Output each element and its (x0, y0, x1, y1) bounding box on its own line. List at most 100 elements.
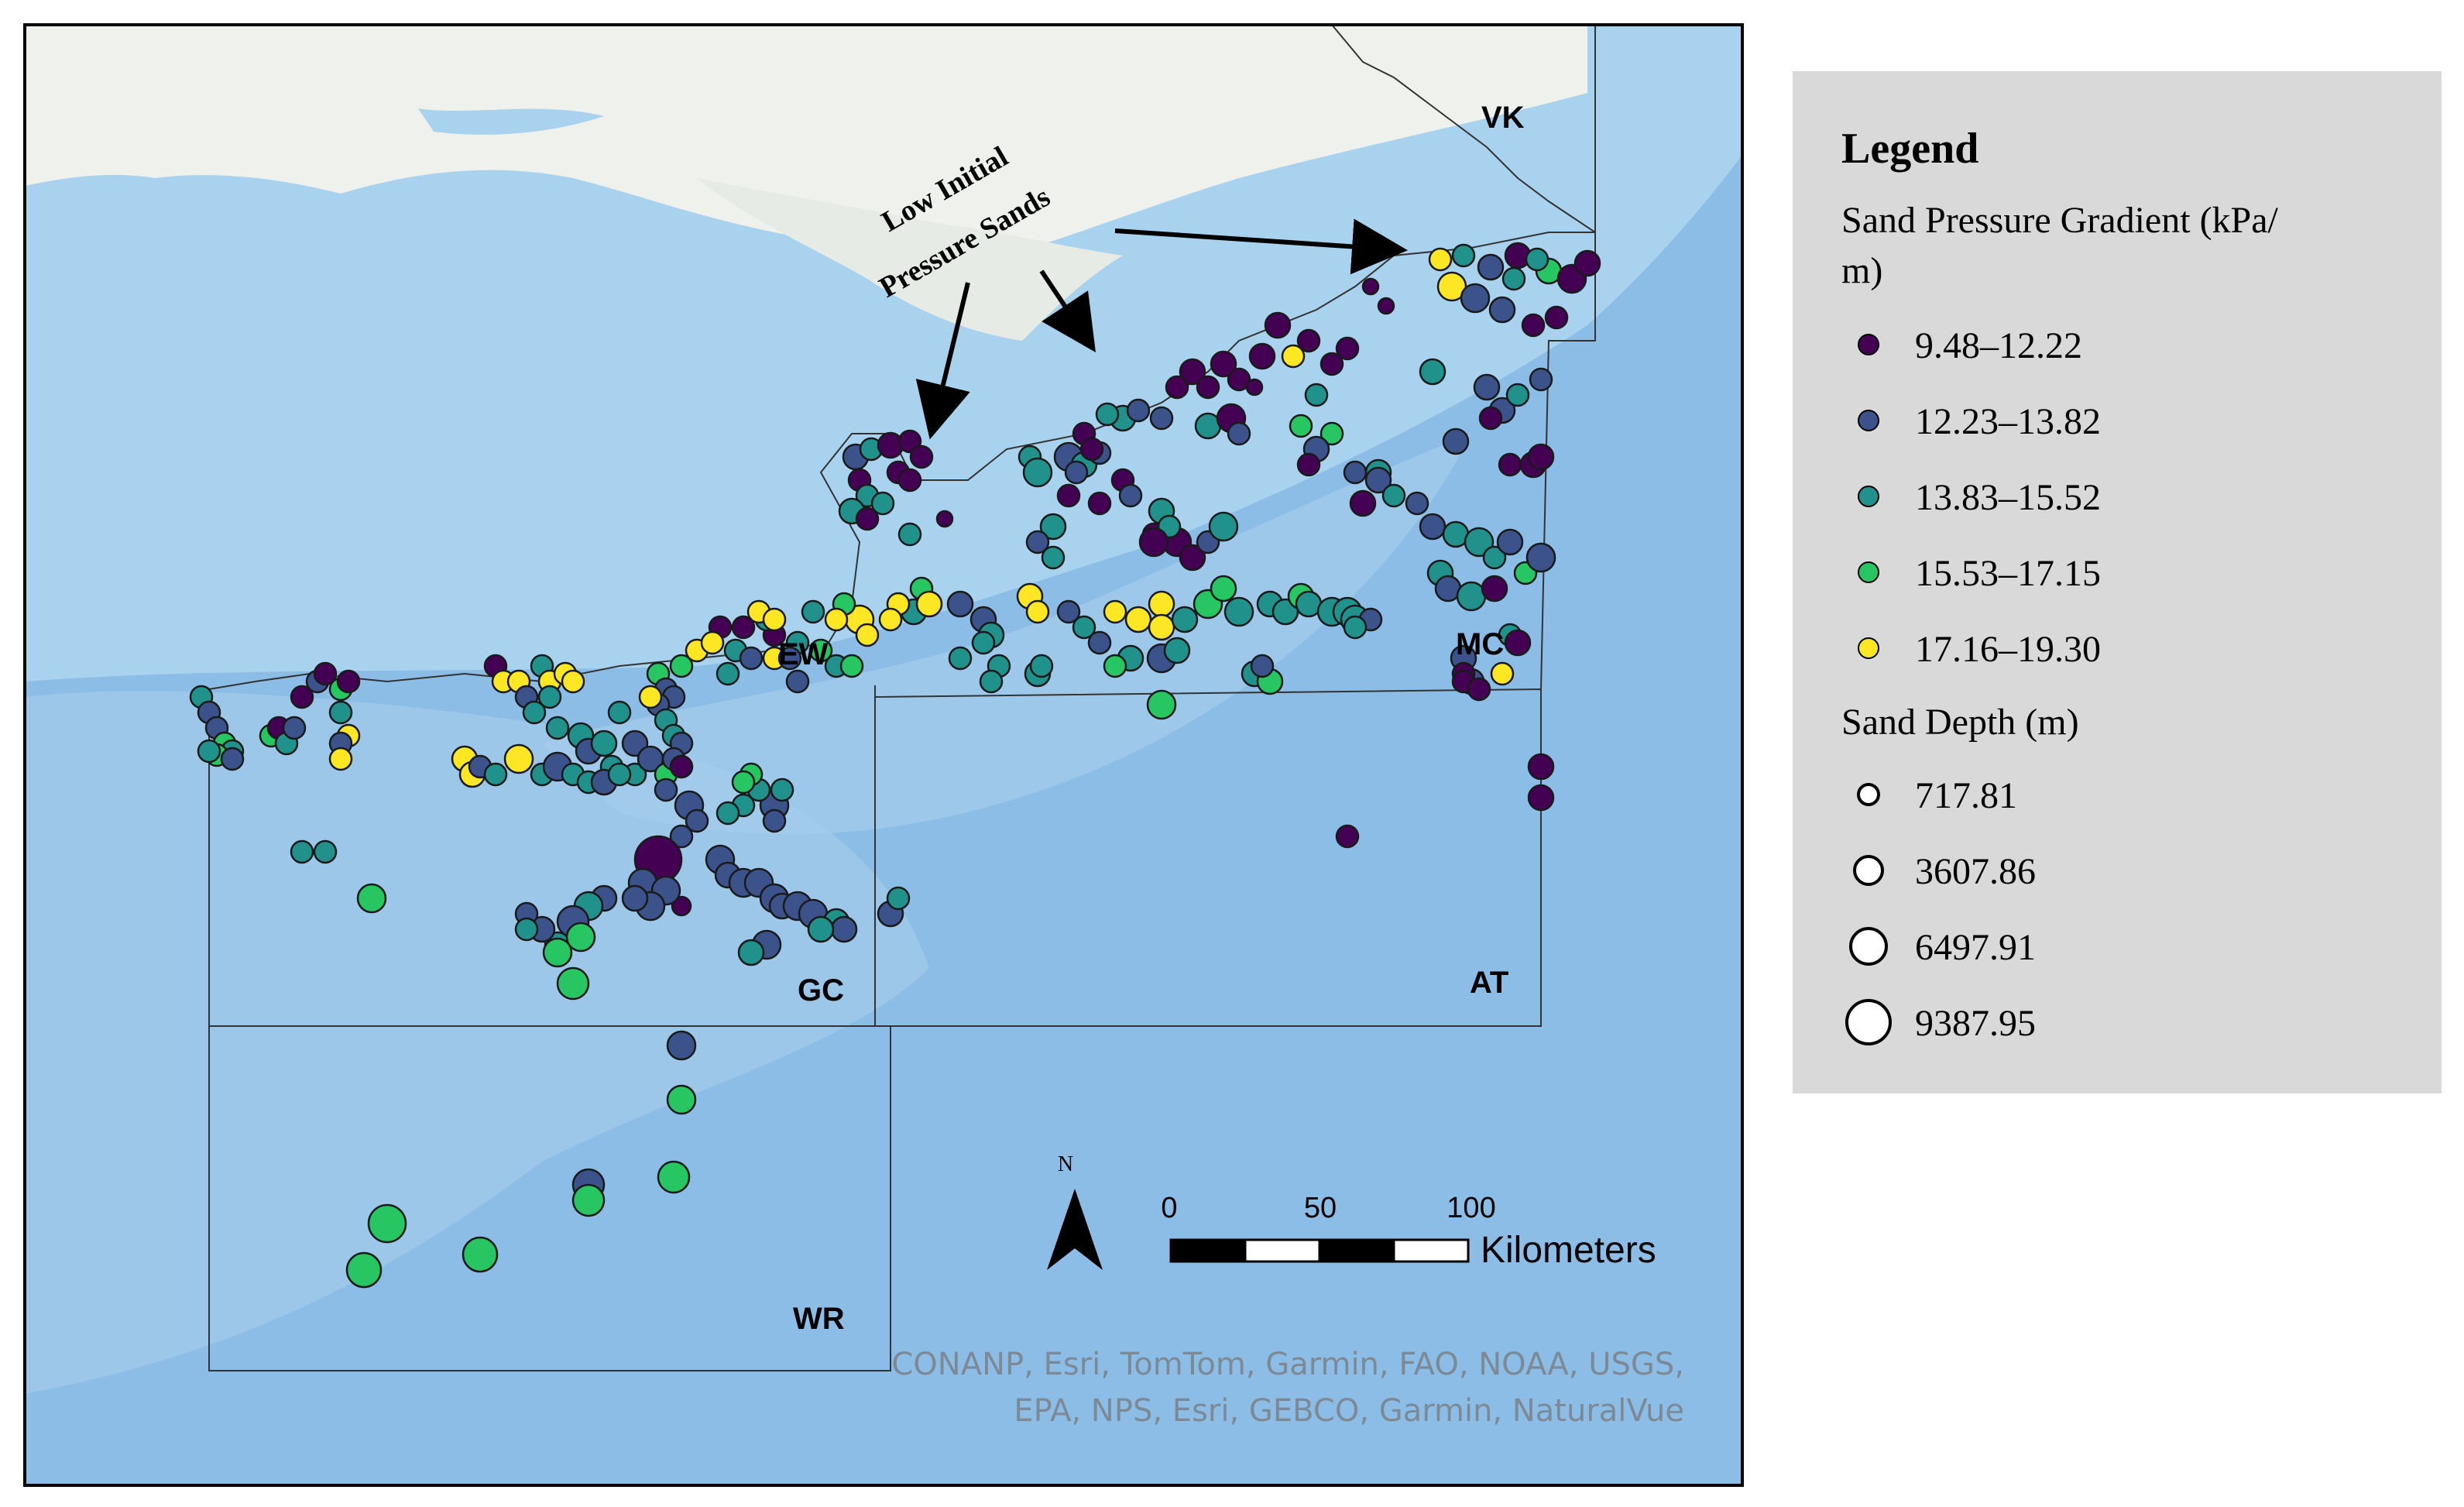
sand-point (739, 646, 764, 671)
sand-point (1072, 615, 1096, 640)
sand-point (1525, 542, 1556, 573)
sand-point (1248, 342, 1276, 370)
sand-point (1227, 421, 1251, 446)
sand-point (897, 468, 922, 493)
sand-point (669, 824, 694, 849)
sand-point (356, 883, 387, 914)
sand-point (1025, 599, 1050, 624)
depth-title: Sand Depth (m) (1841, 702, 2079, 743)
sand-point (1482, 545, 1507, 570)
sand-point (638, 685, 663, 709)
legend-title: Legend (1841, 125, 1978, 173)
sand-point (1335, 824, 1360, 849)
sand-point (1210, 575, 1237, 602)
planning-area-boundaries (208, 25, 1596, 1371)
sand-point (328, 700, 353, 725)
sand-point (1544, 305, 1569, 330)
gradient-title-line2: m) (1841, 250, 1882, 291)
sand-points-layer (189, 242, 1601, 1289)
sand-point (671, 895, 692, 917)
sand-point (313, 661, 338, 686)
sand-point (1490, 661, 1515, 686)
sand-point (785, 669, 810, 694)
sand-point (801, 599, 825, 624)
sand-point (1460, 283, 1491, 314)
sand-point (1165, 375, 1189, 400)
sand-point (571, 1183, 606, 1217)
sand-point (282, 716, 307, 740)
sand-point (1064, 460, 1089, 485)
basemap-credit: CONANP, Esri, TomTom, Garmin, FAO, NOAA,… (891, 1347, 1684, 1429)
sand-point (1477, 253, 1505, 281)
sand-point (1179, 544, 1206, 572)
gradient-class-label: 13.83–15.52 (1915, 477, 2101, 518)
sand-point (1442, 427, 1470, 455)
sand-point (1208, 511, 1239, 542)
sand-point (1245, 378, 1264, 396)
sand-point (777, 646, 802, 671)
sand-point (1349, 489, 1377, 517)
sand-point (1056, 483, 1081, 508)
coast-water (418, 108, 604, 135)
sand-point (1146, 689, 1177, 720)
sand-point (1103, 599, 1127, 624)
sand-point (1196, 375, 1220, 400)
sand-point (522, 700, 547, 725)
sand-point (1505, 383, 1530, 407)
sand-point (830, 915, 858, 943)
map-border (23, 23, 1744, 1487)
depth-class-label: 3607.86 (1915, 851, 2036, 892)
north-arrow: N (1047, 1152, 1103, 1270)
sand-point (542, 937, 573, 968)
gradient-class-label: 9.48–12.22 (1915, 325, 2082, 366)
sand-point (808, 638, 833, 663)
sand-point (1419, 513, 1446, 541)
gradient-class-1: 9.48–12.22 (1858, 325, 2082, 366)
area-label-vk: VK (1481, 101, 1525, 135)
sand-point (855, 506, 880, 531)
sand-point (621, 884, 649, 912)
sand-point (731, 615, 756, 640)
depth-class-3: 6497.91 (1849, 927, 2036, 968)
sand-point (607, 700, 632, 725)
area-label-at: AT (1470, 966, 1508, 1000)
depth-class-1: 717.81 (1857, 775, 2017, 816)
sand-point (1264, 311, 1292, 339)
sand-point (1320, 421, 1344, 446)
sand-point (915, 590, 943, 618)
sand-point (654, 778, 678, 802)
area-label-wr: WR (793, 1302, 845, 1336)
sand-point (561, 669, 585, 694)
sand-point (290, 839, 314, 864)
basemap (25, 25, 1742, 1485)
sand-point (1488, 296, 1516, 324)
sand-point (1124, 606, 1152, 633)
sand-point (1029, 654, 1054, 678)
sand-point (1527, 753, 1555, 781)
sand-point (1179, 358, 1206, 386)
sand-point (870, 491, 895, 516)
sand-point (537, 685, 562, 709)
sand-point (762, 607, 787, 632)
scale-bar: 0 50 100 Kilometers (1161, 1192, 1656, 1271)
credit-line1: CONANP, Esri, TomTom, Garmin, FAO, NOAA,… (891, 1347, 1684, 1382)
sand-point (1525, 247, 1549, 272)
slope-relief (25, 691, 929, 1394)
sand-point (1025, 530, 1050, 554)
sand-point (1335, 336, 1360, 361)
credit-line2: EPA, NPS, Esri, GEBCO, Garmin, NaturalVu… (1014, 1393, 1684, 1429)
sand-point (1289, 414, 1313, 438)
sand-point (948, 646, 973, 671)
sand-point (1481, 575, 1508, 602)
sand-point (1210, 350, 1237, 378)
sand-point (700, 630, 725, 655)
sand-point (666, 1084, 697, 1115)
gradient-class-5: 17.16–19.30 (1858, 629, 2101, 670)
annotation-arrow-diag (1039, 269, 1096, 352)
sand-point (669, 754, 694, 779)
sand-point (855, 623, 880, 647)
sand-point (1501, 266, 1526, 291)
sand-point (514, 917, 539, 942)
gradient-class-4: 15.53–17.15 (1858, 553, 2101, 594)
